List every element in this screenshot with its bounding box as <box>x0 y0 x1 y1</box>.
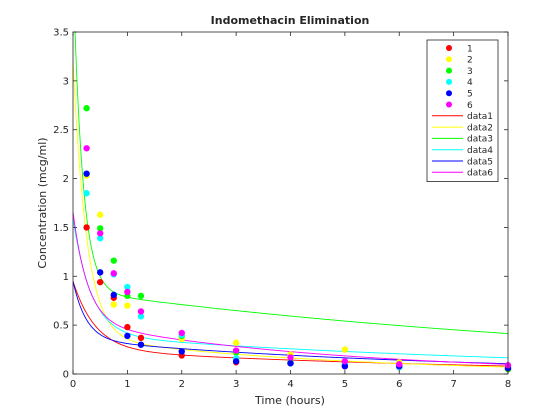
y-tick-label: 2 <box>63 174 69 185</box>
legend-marker-5 <box>446 90 452 97</box>
data-point-series-6 <box>178 329 185 337</box>
legend-label: data5 <box>467 157 493 167</box>
x-tick-label: 3 <box>233 379 239 390</box>
data-point-series-4 <box>83 190 90 197</box>
x-tick-label: 2 <box>179 379 185 390</box>
data-point-series-6 <box>83 145 90 152</box>
legend-marker-4 <box>446 78 452 85</box>
data-point-series-2 <box>110 301 117 308</box>
x-tick-label: 5 <box>342 379 348 390</box>
data-point-series-5 <box>341 362 349 370</box>
data-point-series-1 <box>96 278 104 286</box>
data-point-series-1 <box>137 334 145 342</box>
legend-label: 1 <box>467 44 473 54</box>
data-points <box>83 105 512 373</box>
data-point-series-3 <box>83 105 90 112</box>
y-tick-label: 3 <box>63 76 69 87</box>
legend-label: data2 <box>467 123 493 133</box>
legend-marker-1 <box>446 45 452 51</box>
y-axis-label: Concentration (mcg/ml) <box>36 137 49 268</box>
legend-label: 4 <box>467 78 473 88</box>
y-tick-label: 1 <box>63 272 69 283</box>
legend-label: data4 <box>467 146 493 156</box>
data-point-series-6 <box>232 347 240 354</box>
x-tick-label: 4 <box>287 379 293 390</box>
data-point-series-5 <box>287 360 294 367</box>
data-point-series-5 <box>124 332 131 340</box>
data-point-series-2 <box>96 211 104 218</box>
data-point-series-6 <box>96 230 104 237</box>
data-point-series-5 <box>137 341 145 348</box>
legend-label: 5 <box>467 90 473 100</box>
y-tick-label: 0.5 <box>53 321 69 332</box>
x-tick-label: 6 <box>396 379 402 390</box>
legend-label: 3 <box>467 67 473 77</box>
data-point-series-1 <box>83 224 90 231</box>
data-point-series-5 <box>232 358 240 365</box>
data-point-series-2 <box>341 346 349 353</box>
data-point-series-4 <box>96 234 104 242</box>
data-point-series-6 <box>396 361 403 368</box>
data-point-series-3 <box>110 257 117 264</box>
chart-title: Indomethacin Elimination <box>211 14 370 27</box>
data-point-series-6 <box>287 354 294 361</box>
y-tick-label: 2.5 <box>53 125 69 136</box>
fit-curve-data4 <box>73 218 508 359</box>
x-tick-label: 7 <box>450 379 456 390</box>
data-point-series-6 <box>124 288 131 296</box>
y-tick-label: 0 <box>63 370 69 381</box>
data-point-series-5 <box>83 170 90 177</box>
legend-label: 6 <box>467 101 473 111</box>
legend-marker-2 <box>446 56 452 63</box>
legend-marker-3 <box>446 67 452 74</box>
y-tick-label: 1.5 <box>53 223 69 234</box>
data-point-series-2 <box>124 302 131 309</box>
y-axis: 0 0.5 1 1.5 2 2.5 3 3.5 <box>53 28 508 381</box>
data-point-series-4 <box>137 313 145 320</box>
x-axis-label: Time (hours) <box>254 394 325 407</box>
x-tick-label: 0 <box>70 379 76 390</box>
data-point-series-3 <box>96 225 104 232</box>
legend-label: 2 <box>467 56 473 66</box>
legend-label: data3 <box>467 135 493 145</box>
legend-label: data1 <box>467 112 493 122</box>
legend-marker-6 <box>446 101 452 108</box>
legend-box <box>426 39 499 183</box>
legend-label: data6 <box>467 169 493 179</box>
data-point-series-5 <box>178 348 185 355</box>
fit-curve-data3 <box>74 32 508 335</box>
data-point-series-5 <box>110 291 117 299</box>
data-point-series-6 <box>341 358 349 365</box>
data-point-series-1 <box>124 323 131 331</box>
data-point-series-3 <box>137 292 145 300</box>
data-point-series-5 <box>96 269 104 276</box>
x-tick-label: 8 <box>505 379 511 390</box>
data-point-series-6 <box>110 270 117 277</box>
data-point-series-2 <box>232 339 240 346</box>
y-tick-label: 3.5 <box>53 28 69 39</box>
x-tick-label: 1 <box>124 379 130 390</box>
data-point-series-6 <box>137 308 145 315</box>
data-point-series-4 <box>124 283 131 291</box>
